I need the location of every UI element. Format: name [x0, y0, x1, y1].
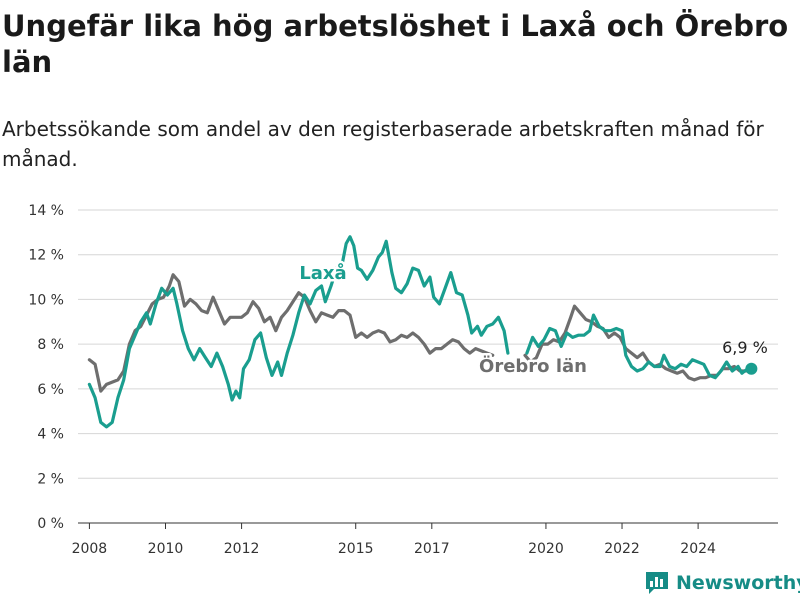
x-tick-label: 2008 — [72, 541, 108, 557]
x-tick-label: 2022 — [604, 541, 640, 557]
series — [87, 235, 758, 429]
series-label-laxa-halo: Laxå — [299, 262, 346, 284]
y-tick-label: 6 % — [37, 382, 64, 398]
y-tick-label: 4 % — [37, 427, 64, 443]
y-tick-label: 12 % — [28, 248, 64, 264]
x-tick-label: 2015 — [338, 541, 374, 557]
series-label-orebro-halo: Örebro län — [479, 355, 587, 377]
series-line-laxa — [87, 235, 753, 429]
x-tick-label: 2017 — [414, 541, 450, 557]
x-tick-label: 2010 — [148, 541, 184, 557]
bar-chart-speech-bubble-icon — [646, 572, 668, 594]
end-value-label: 6,9 % — [722, 338, 768, 357]
axes: 0 % 2 % 4 % 6 % 8 % 10 % 12 % 14 % 2008 2010 2012 2… — [28, 203, 778, 557]
x-tick-label: 2012 — [224, 541, 260, 557]
y-tick-label: 2 % — [37, 471, 64, 487]
series-label-laxa: Laxå — [299, 262, 346, 284]
x-tick-label: 2020 — [528, 541, 564, 557]
y-tick-label: 0 % — [37, 516, 64, 532]
x-tick-label: 2024 — [680, 541, 716, 557]
chart-subtitle: Arbetssökande som andel av den registerb… — [2, 117, 764, 171]
chart-title: Ungefär lika hög arbetslöshet i Laxå och… — [2, 9, 789, 79]
y-tick-label: 14 % — [28, 203, 64, 219]
end-point-marker — [745, 362, 758, 375]
series-label-orebro: Örebro län — [479, 355, 587, 377]
y-tick-label: 10 % — [28, 292, 64, 308]
series-line-orebro — [87, 273, 753, 393]
y-tick-label: 8 % — [37, 337, 64, 353]
brand-name: Newsworthy — [676, 572, 800, 594]
newsworthy-brand: Newsworthy — [644, 568, 800, 598]
